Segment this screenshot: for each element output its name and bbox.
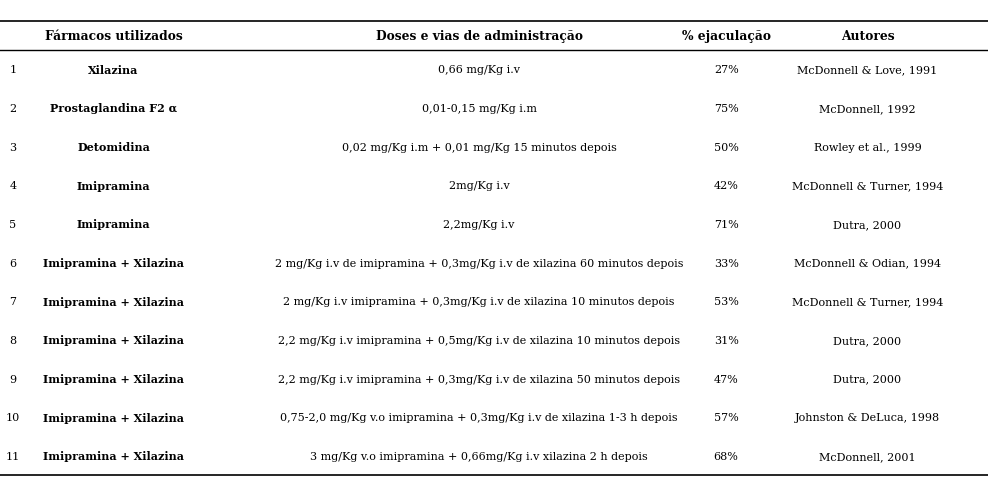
Text: 8: 8 [9,335,17,345]
Text: 42%: 42% [713,181,739,191]
Text: McDonnell, 2001: McDonnell, 2001 [819,451,916,461]
Text: 75%: 75% [713,104,739,114]
Text: Dutra, 2000: Dutra, 2000 [834,335,901,345]
Text: Imipramina + Xilazina: Imipramina + Xilazina [43,257,184,269]
Text: McDonnell & Turner, 1994: McDonnell & Turner, 1994 [791,297,944,307]
Text: 3: 3 [9,142,17,152]
Text: % ejaculação: % ejaculação [682,30,771,43]
Text: 6: 6 [9,258,17,268]
Text: 3 mg/Kg v.o imipramina + 0,66mg/Kg i.v xilazina 2 h depois: 3 mg/Kg v.o imipramina + 0,66mg/Kg i.v x… [310,451,648,461]
Text: Imipramina: Imipramina [77,219,150,230]
Text: Dutra, 2000: Dutra, 2000 [834,219,901,229]
Text: Rowley et al., 1999: Rowley et al., 1999 [813,142,922,152]
Text: Imipramina + Xilazina: Imipramina + Xilazina [43,451,184,461]
Text: 2,2 mg/Kg i.v imipramina + 0,3mg/Kg i.v de xilazina 50 minutos depois: 2,2 mg/Kg i.v imipramina + 0,3mg/Kg i.v … [278,374,681,384]
Text: 10: 10 [6,412,20,423]
Text: Imipramina + Xilazina: Imipramina + Xilazina [43,296,184,307]
Text: McDonnell & Odian, 1994: McDonnell & Odian, 1994 [794,258,941,268]
Text: 2,2 mg/Kg i.v imipramina + 0,5mg/Kg i.v de xilazina 10 minutos depois: 2,2 mg/Kg i.v imipramina + 0,5mg/Kg i.v … [278,335,681,345]
Text: 11: 11 [6,451,20,461]
Text: 0,75-2,0 mg/Kg v.o imipramina + 0,3mg/Kg i.v de xilazina 1-3 h depois: 0,75-2,0 mg/Kg v.o imipramina + 0,3mg/Kg… [281,412,678,423]
Text: McDonnell & Love, 1991: McDonnell & Love, 1991 [797,65,938,75]
Text: McDonnell & Turner, 1994: McDonnell & Turner, 1994 [791,181,944,191]
Text: Johnston & DeLuca, 1998: Johnston & DeLuca, 1998 [795,412,940,423]
Text: 31%: 31% [713,335,739,345]
Text: 2 mg/Kg i.v de imipramina + 0,3mg/Kg i.v de xilazina 60 minutos depois: 2 mg/Kg i.v de imipramina + 0,3mg/Kg i.v… [275,258,684,268]
Text: 4: 4 [9,181,17,191]
Text: 7: 7 [9,297,17,307]
Text: 57%: 57% [713,412,739,423]
Text: 0,01-0,15 mg/Kg i.m: 0,01-0,15 mg/Kg i.m [422,104,536,114]
Text: Xilazina: Xilazina [89,65,138,76]
Text: Doses e vias de administração: Doses e vias de administração [375,30,583,43]
Text: 47%: 47% [713,374,739,384]
Text: 1: 1 [9,65,17,75]
Text: Autores: Autores [841,30,894,43]
Text: Prostaglandina F2 α: Prostaglandina F2 α [50,103,177,114]
Text: 0,66 mg/Kg i.v: 0,66 mg/Kg i.v [439,65,520,75]
Text: Imipramina + Xilazina: Imipramina + Xilazina [43,412,184,423]
Text: 27%: 27% [713,65,739,75]
Text: Imipramina + Xilazina: Imipramina + Xilazina [43,373,184,384]
Text: 2mg/Kg i.v: 2mg/Kg i.v [449,181,510,191]
Text: Dutra, 2000: Dutra, 2000 [834,374,901,384]
Text: 2 mg/Kg i.v imipramina + 0,3mg/Kg i.v de xilazina 10 minutos depois: 2 mg/Kg i.v imipramina + 0,3mg/Kg i.v de… [284,297,675,307]
Text: 33%: 33% [713,258,739,268]
Text: Fármacos utilizados: Fármacos utilizados [44,30,183,43]
Text: 2: 2 [9,104,17,114]
Text: Imipramina + Xilazina: Imipramina + Xilazina [43,335,184,346]
Text: 50%: 50% [713,142,739,152]
Text: 2,2mg/Kg i.v: 2,2mg/Kg i.v [444,219,515,229]
Text: Imipramina: Imipramina [77,181,150,191]
Text: 53%: 53% [713,297,739,307]
Text: McDonnell, 1992: McDonnell, 1992 [819,104,916,114]
Text: 0,02 mg/Kg i.m + 0,01 mg/Kg 15 minutos depois: 0,02 mg/Kg i.m + 0,01 mg/Kg 15 minutos d… [342,142,617,152]
Text: 9: 9 [9,374,17,384]
Text: Detomidina: Detomidina [77,142,150,153]
Text: 71%: 71% [713,219,739,229]
Text: 68%: 68% [713,451,739,461]
Text: 5: 5 [9,219,17,229]
